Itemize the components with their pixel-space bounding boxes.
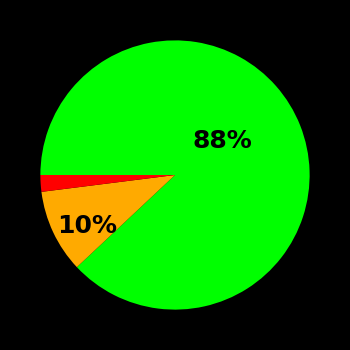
Wedge shape — [40, 40, 310, 310]
Wedge shape — [40, 175, 175, 192]
Text: 88%: 88% — [192, 130, 252, 153]
Wedge shape — [41, 175, 175, 267]
Text: 10%: 10% — [57, 214, 118, 238]
